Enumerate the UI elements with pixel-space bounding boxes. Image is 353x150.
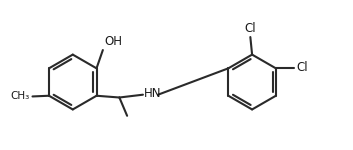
Text: Cl: Cl [296,61,308,74]
Text: HN: HN [144,87,161,100]
Text: OH: OH [104,34,122,48]
Text: CH₃: CH₃ [10,92,29,101]
Text: Cl: Cl [245,22,256,34]
